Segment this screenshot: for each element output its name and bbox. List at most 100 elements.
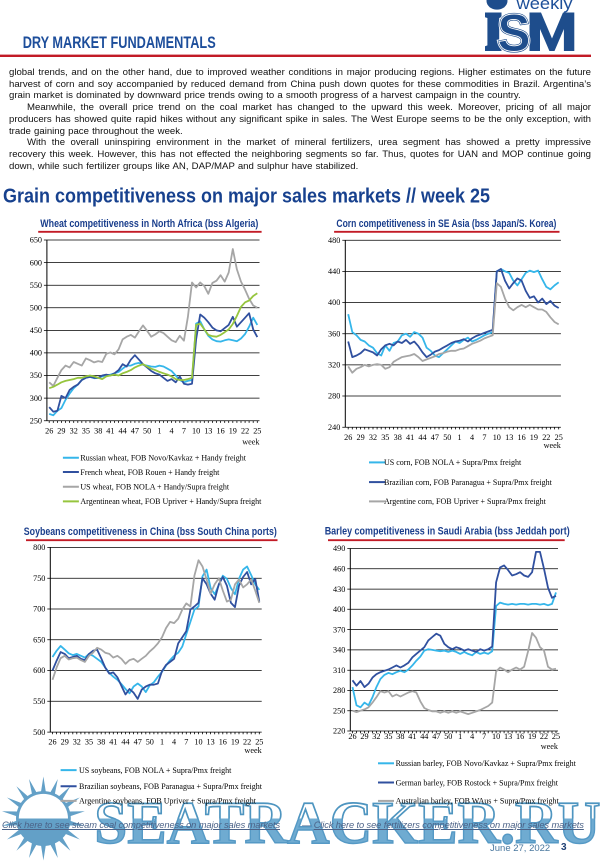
svg-text:38: 38 xyxy=(396,732,404,741)
svg-text:29: 29 xyxy=(360,732,368,741)
svg-text:26: 26 xyxy=(45,427,53,436)
svg-text:Russian wheat, FOB Novo/Kavkaz: Russian wheat, FOB Novo/Kavkaz + Handy f… xyxy=(80,454,246,463)
svg-text:Corn competitiveness in SE Asi: Corn competitiveness in SE Asia (bss Jap… xyxy=(336,218,556,230)
svg-text:32: 32 xyxy=(372,732,380,741)
svg-text:700: 700 xyxy=(33,605,45,614)
svg-text:week: week xyxy=(244,746,262,755)
svg-text:400: 400 xyxy=(333,605,345,614)
svg-text:41: 41 xyxy=(406,433,414,442)
svg-text:16: 16 xyxy=(518,433,526,442)
svg-text:26: 26 xyxy=(344,433,352,442)
svg-text:US soybeans, FOB NOLA + Supra/: US soybeans, FOB NOLA + Supra/Pmx freigh… xyxy=(79,766,232,775)
svg-text:13: 13 xyxy=(204,427,212,436)
svg-text:S: S xyxy=(498,4,531,63)
svg-text:440: 440 xyxy=(328,267,340,276)
svg-text:10: 10 xyxy=(192,427,200,436)
svg-text:22: 22 xyxy=(542,433,550,442)
svg-text:280: 280 xyxy=(333,686,345,695)
svg-text:26: 26 xyxy=(48,737,56,746)
svg-text:50: 50 xyxy=(443,433,451,442)
svg-text:430: 430 xyxy=(333,585,345,594)
svg-text:19: 19 xyxy=(528,732,536,741)
svg-text:370: 370 xyxy=(333,625,345,634)
svg-text:44: 44 xyxy=(418,433,426,442)
svg-text:460: 460 xyxy=(333,565,345,574)
svg-text:29: 29 xyxy=(57,427,65,436)
svg-text:19: 19 xyxy=(231,737,239,746)
svg-text:47: 47 xyxy=(131,427,139,436)
svg-text:50: 50 xyxy=(143,427,151,436)
svg-text:Russian barley, FOB Novo/Kavka: Russian barley, FOB Novo/Kavkaz + Supra/… xyxy=(396,759,577,768)
svg-text:38: 38 xyxy=(394,433,402,442)
svg-text:week: week xyxy=(544,441,562,450)
svg-text:SEATRACKER.RU: SEATRACKER.RU xyxy=(94,790,600,856)
svg-text:310: 310 xyxy=(333,666,345,675)
svg-text:400: 400 xyxy=(30,349,42,358)
svg-text:Argentinean wheat, FOB Upriver: Argentinean wheat, FOB Upriver + Handy/S… xyxy=(80,497,262,506)
svg-text:Barley competitiveness in Saud: Barley competitiveness in Saudi Arabia (… xyxy=(325,526,570,538)
svg-text:7: 7 xyxy=(482,732,486,741)
svg-text:19: 19 xyxy=(530,433,538,442)
svg-text:DRY MARKET FUNDAMENTALS: DRY MARKET FUNDAMENTALS xyxy=(23,34,216,52)
svg-text:French wheat, FOB Rouen + Hand: French wheat, FOB Rouen + Handy freight xyxy=(80,468,220,477)
svg-text:38: 38 xyxy=(94,427,102,436)
svg-text:13: 13 xyxy=(504,732,512,741)
svg-text:800: 800 xyxy=(33,543,45,552)
svg-text:41: 41 xyxy=(106,427,114,436)
svg-text:25: 25 xyxy=(255,737,263,746)
svg-text:41: 41 xyxy=(109,737,117,746)
svg-text:240: 240 xyxy=(328,423,340,432)
svg-text:550: 550 xyxy=(30,281,42,290)
svg-text:US wheat, FOB NOLA + Handy/Sup: US wheat, FOB NOLA + Handy/Supra freight xyxy=(80,483,229,492)
svg-text:25: 25 xyxy=(253,427,261,436)
svg-text:1: 1 xyxy=(458,433,462,442)
svg-text:32: 32 xyxy=(369,433,377,442)
svg-text:480: 480 xyxy=(328,236,340,245)
svg-text:280: 280 xyxy=(328,392,340,401)
svg-text:220: 220 xyxy=(333,727,345,736)
svg-text:16: 16 xyxy=(217,427,225,436)
svg-text:Australian barley, FOB WAus +: Australian barley, FOB WAus + Supra/Pmx … xyxy=(396,797,560,806)
svg-text:47: 47 xyxy=(432,732,440,741)
svg-text:1: 1 xyxy=(160,737,164,746)
svg-text:600: 600 xyxy=(30,258,42,267)
svg-text:750: 750 xyxy=(33,574,45,583)
svg-text:47: 47 xyxy=(431,433,439,442)
svg-text:44: 44 xyxy=(420,732,428,741)
svg-text:13: 13 xyxy=(505,433,513,442)
svg-text:29: 29 xyxy=(357,433,365,442)
svg-text:1: 1 xyxy=(157,427,161,436)
svg-text:week: week xyxy=(541,742,559,751)
svg-text:300: 300 xyxy=(30,394,42,403)
svg-text:600: 600 xyxy=(33,666,45,675)
svg-text:44: 44 xyxy=(121,737,129,746)
svg-text:47: 47 xyxy=(134,737,142,746)
svg-text:S: S xyxy=(498,4,531,63)
svg-text:25: 25 xyxy=(555,433,563,442)
svg-text:S: S xyxy=(498,4,531,63)
svg-text:Brazilian soybeans, FOB Parana: Brazilian soybeans, FOB Paranagua + Supr… xyxy=(79,782,263,791)
svg-text:10: 10 xyxy=(493,433,501,442)
svg-text:25: 25 xyxy=(552,732,560,741)
svg-text:16: 16 xyxy=(219,737,227,746)
svg-text:360: 360 xyxy=(328,329,340,338)
svg-text:Wheat competitiveness in North: Wheat competitiveness in North Africa (b… xyxy=(40,218,258,230)
svg-text:4: 4 xyxy=(172,737,176,746)
svg-text:4: 4 xyxy=(470,732,474,741)
svg-text:Argentine corn, FOB Upriver +: Argentine corn, FOB Upriver + Supra/Pmx … xyxy=(384,497,547,506)
svg-text:16: 16 xyxy=(516,732,524,741)
svg-text:35: 35 xyxy=(85,737,93,746)
svg-text:32: 32 xyxy=(70,427,78,436)
svg-text:SEATRACKER.RU: SEATRACKER.RU xyxy=(94,790,600,856)
svg-text:350: 350 xyxy=(30,371,42,380)
svg-text:320: 320 xyxy=(328,361,340,370)
svg-text:44: 44 xyxy=(119,427,127,436)
svg-text:10: 10 xyxy=(194,737,202,746)
svg-text:22: 22 xyxy=(540,732,548,741)
svg-text:500: 500 xyxy=(30,304,42,313)
svg-text:35: 35 xyxy=(82,427,90,436)
svg-text:38: 38 xyxy=(97,737,105,746)
svg-text:50: 50 xyxy=(146,737,154,746)
svg-text:650: 650 xyxy=(33,636,45,645)
svg-text:400: 400 xyxy=(328,298,340,307)
